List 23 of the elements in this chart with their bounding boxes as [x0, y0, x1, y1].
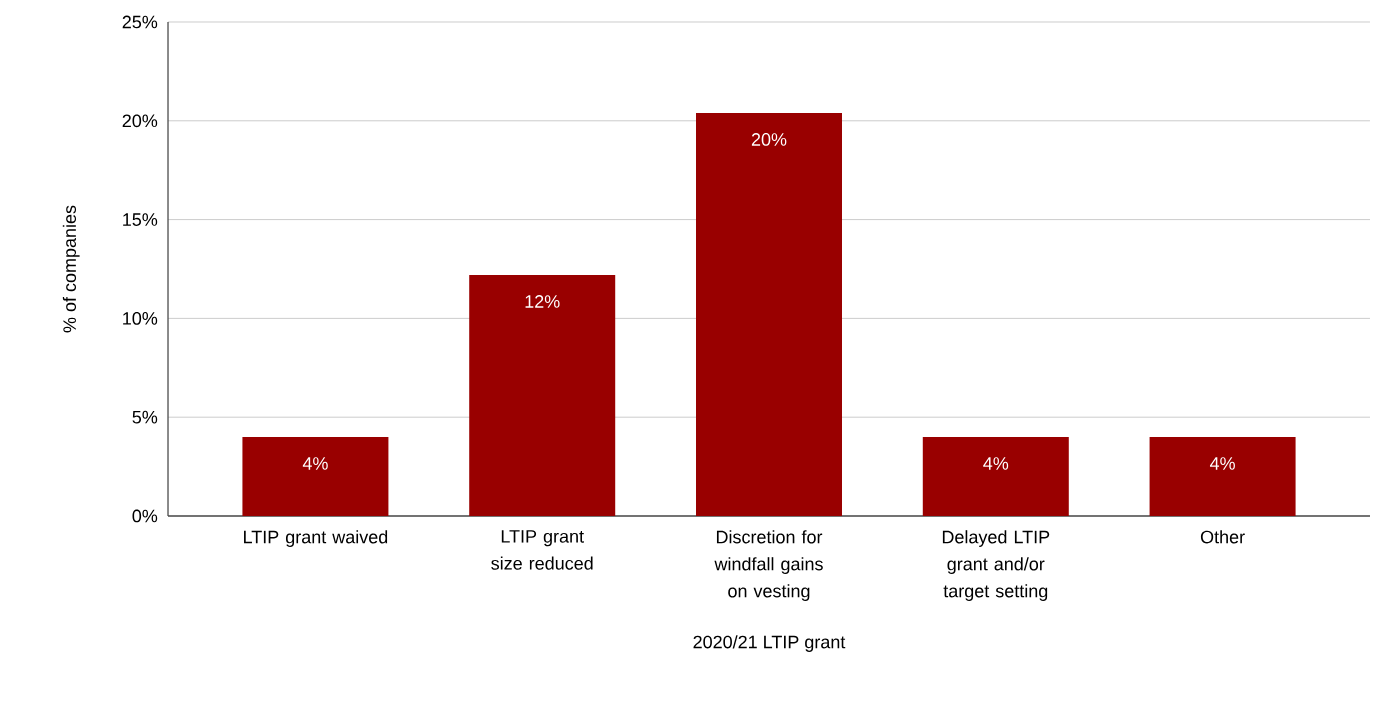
x-tick-label: Delayed LTIP grant and/or target setting — [942, 530, 1050, 601]
bar — [922, 436, 1069, 516]
data-label: 4% — [983, 457, 1009, 470]
y-tick-label: 5% — [132, 410, 158, 424]
data-label: 4% — [302, 457, 328, 470]
data-label: 12% — [525, 295, 560, 308]
y-tick-label: 25% — [122, 15, 158, 29]
data-label: 20% — [751, 133, 787, 146]
x-axis-title: 2020/21 LTIP grant — [693, 635, 846, 652]
y-tick-label: 0% — [132, 509, 158, 523]
x-tick-label: Other — [1200, 530, 1245, 544]
x-tick-label: Discretion for windfall gains on vesting — [714, 530, 823, 601]
data-label: 4% — [1209, 457, 1235, 470]
y-tick-label: 20% — [122, 114, 158, 128]
y-tick-label: 10% — [123, 312, 158, 325]
bar — [242, 436, 389, 516]
y-axis-title: % of companies — [62, 205, 80, 333]
x-tick-label: LTIP grant waived — [244, 530, 388, 547]
bar — [1149, 436, 1296, 516]
bar — [696, 112, 842, 516]
x-tick-label: LTIP grant size reduced — [491, 530, 593, 570]
y-tick-label: 15% — [123, 213, 158, 226]
bar — [469, 274, 616, 516]
